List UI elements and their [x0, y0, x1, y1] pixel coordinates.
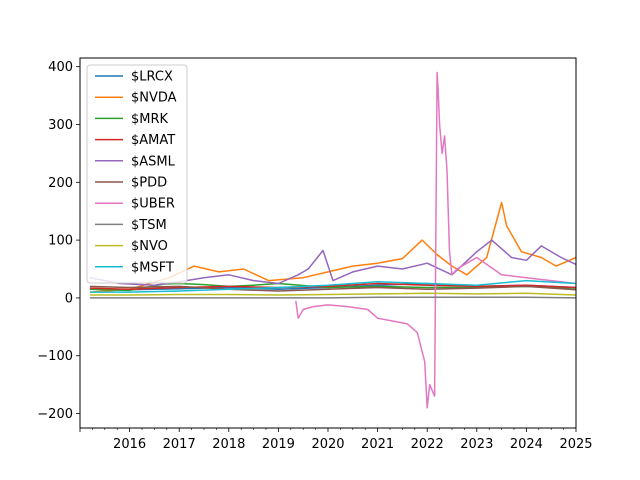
- y-tick-label: 0: [65, 291, 73, 306]
- y-tick-label: 100: [48, 234, 73, 249]
- x-tick-label: 2021: [361, 437, 394, 452]
- series-line-nvo: [89, 292, 576, 296]
- legend-label: $UBER: [131, 197, 175, 212]
- x-tick-label: 2022: [411, 437, 444, 452]
- series-layer: [89, 71, 576, 409]
- y-tick-label: −100: [37, 349, 73, 364]
- y-tick-label: 300: [48, 118, 73, 133]
- x-tick-label: 2016: [113, 437, 146, 452]
- series-line-nvda: [89, 201, 576, 293]
- legend-label: $AMAT: [131, 133, 175, 148]
- y-axis: −200 −100 0 100 200 300 400: [37, 60, 80, 422]
- legend-label: $PDD: [131, 176, 167, 191]
- legend-label: $ASML: [131, 154, 176, 169]
- legend-label: $MSFT: [131, 260, 174, 275]
- series-line-amat: [89, 282, 576, 291]
- y-tick-label: 400: [48, 60, 73, 75]
- legend-label: $LRCX: [131, 70, 173, 85]
- legend-label: $NVO: [131, 239, 168, 254]
- legend-box: [86, 64, 188, 284]
- legend-label: $MRK: [131, 112, 169, 127]
- x-tick-label: 2018: [212, 437, 245, 452]
- series-line-uber: [295, 71, 576, 409]
- x-tick-label: 2023: [460, 437, 493, 452]
- series-line-msft: [89, 279, 576, 293]
- x-tick-label: 2019: [262, 437, 295, 452]
- x-axis: 2016 2017 2018 2019 2020 2021 2022 2023 2024 2025: [79, 428, 593, 452]
- y-tick-label: −200: [37, 407, 73, 422]
- x-tick-label: 2024: [510, 437, 543, 452]
- legend-label: $NVDA: [131, 91, 177, 106]
- x-tick-label: 2017: [163, 437, 196, 452]
- series-line-pdd: [89, 285, 576, 292]
- legend: $LRCX $NVDA $MRK $AMAT $ASML $PDD $UBER $TSM $NV…: [86, 64, 188, 284]
- y-tick-label: 200: [48, 176, 73, 191]
- x-tick-label: 2020: [311, 437, 344, 452]
- legend-label: $TSM: [131, 218, 167, 233]
- series-line-tsm: [89, 296, 576, 299]
- x-tick-label: 2025: [559, 437, 592, 452]
- series-line-asml: [89, 239, 576, 286]
